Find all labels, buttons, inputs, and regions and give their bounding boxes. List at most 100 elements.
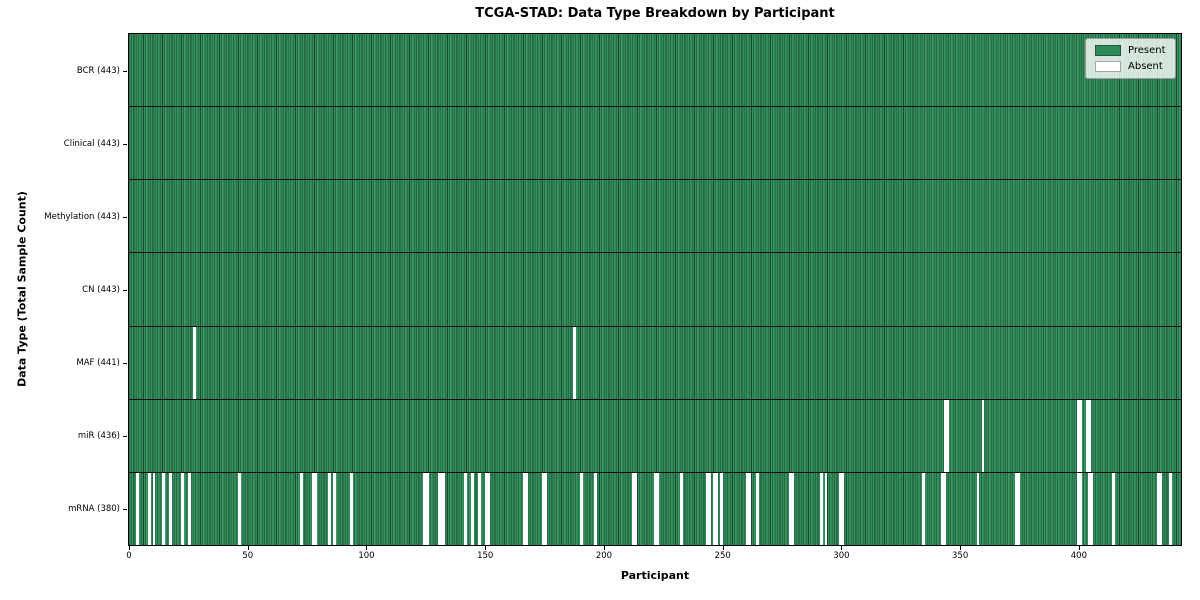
absent-stripe <box>713 472 716 545</box>
absent-stripe <box>425 472 429 545</box>
x-tick-mark <box>247 546 249 550</box>
absent-stripe <box>1169 472 1172 545</box>
absent-stripe <box>839 472 842 545</box>
absent-stripe <box>755 472 759 545</box>
row-mRNA <box>129 472 1181 545</box>
absent-stripe <box>1078 472 1082 545</box>
x-tick-mark <box>603 546 605 550</box>
absent-stripe <box>440 472 443 545</box>
row-Clinical <box>129 107 1181 181</box>
absent-stripe <box>573 326 576 399</box>
absent-stripe <box>941 472 944 545</box>
y-tick-mark <box>123 362 127 364</box>
absent-stripe <box>720 472 723 545</box>
absent-stripe <box>594 472 598 545</box>
absent-stripe <box>193 326 196 399</box>
absent-stripe <box>632 472 636 545</box>
absent-stripe <box>314 472 317 545</box>
absent-stripe <box>328 472 332 545</box>
plot-area <box>128 33 1182 546</box>
absent-stripe <box>1088 472 1092 545</box>
row-CN <box>129 253 1181 327</box>
absent-stripe <box>708 472 712 545</box>
y-tick-label-miR: miR (436) <box>77 430 120 441</box>
absent-stripe <box>656 472 659 545</box>
absent-stripe <box>152 472 156 545</box>
x-tick-mark <box>841 546 843 550</box>
y-tick-mark <box>123 70 127 72</box>
absent-stripe <box>1090 472 1094 545</box>
absent-stripe <box>820 472 823 545</box>
absent-stripe <box>1088 399 1092 472</box>
absent-stripe <box>943 472 947 545</box>
y-tick-label-CN: CN (443) <box>82 284 120 295</box>
y-tick-mark <box>123 435 127 437</box>
x-tick-label-50: 50 <box>242 551 254 561</box>
absent-stripe <box>525 472 529 545</box>
absent-stripe <box>487 472 491 545</box>
absent-stripe <box>470 472 474 545</box>
x-tick-mark <box>129 546 130 550</box>
absent-stripe <box>437 472 441 545</box>
x-tick-mark <box>366 546 368 550</box>
absent-stripe <box>181 472 184 545</box>
absent-stripe <box>1014 472 1018 545</box>
x-tick-label-0: 0 <box>126 551 132 561</box>
absent-stripe <box>748 472 752 545</box>
absent-stripe <box>1086 399 1089 472</box>
y-tick-mark <box>123 289 127 291</box>
x-tick-label-250: 250 <box>714 551 731 561</box>
absent-stripe <box>442 472 446 545</box>
absent-stripe <box>299 472 303 545</box>
y-tick-mark <box>123 216 127 218</box>
absent-stripe <box>349 472 353 545</box>
y-tick-label-BCR: BCR (443) <box>76 65 120 76</box>
legend: Present Absent <box>1085 38 1176 79</box>
absent-stripe <box>679 472 683 545</box>
absent-stripe <box>824 472 828 545</box>
absent-stripe <box>841 472 845 545</box>
absent-stripe <box>789 472 792 545</box>
x-tick-mark <box>722 546 724 550</box>
absent-stripe <box>478 472 481 545</box>
absent-stripe <box>653 472 657 545</box>
absent-stripe <box>162 472 165 545</box>
absent-stripe <box>238 472 241 545</box>
row-Methylation <box>129 180 1181 254</box>
absent-stripe <box>706 472 709 545</box>
absent-stripe <box>147 472 151 545</box>
absent-stripe <box>1078 399 1082 472</box>
x-tick-label-350: 350 <box>952 551 969 561</box>
x-tick-label-100: 100 <box>358 551 375 561</box>
y-tick-label-MAF: MAF (441) <box>76 357 120 368</box>
x-tick-label-300: 300 <box>833 551 850 561</box>
y-tick-label-Clinical: Clinical (443) <box>63 138 120 149</box>
absent-stripe <box>1157 472 1160 545</box>
absent-stripe <box>943 399 947 472</box>
x-tick-mark <box>960 546 962 550</box>
absent-stripe <box>976 472 980 545</box>
y-tick-label-Methylation: Methylation (443) <box>44 211 120 222</box>
absent-stripe <box>169 472 173 545</box>
row-BCR <box>129 34 1181 108</box>
absent-stripe <box>922 472 925 545</box>
absent-stripe <box>634 472 638 545</box>
absent-stripe <box>981 399 985 472</box>
legend-label: Absent <box>1128 61 1163 72</box>
legend-swatch-absent <box>1095 61 1121 72</box>
legend-item-present: Present <box>1095 45 1166 56</box>
absent-stripe <box>1159 472 1163 545</box>
absent-stripe <box>333 472 336 545</box>
row-miR <box>129 399 1181 473</box>
absent-stripe <box>188 472 192 545</box>
absent-stripe <box>311 472 315 545</box>
absent-stripe <box>463 472 467 545</box>
absent-stripe <box>1076 399 1080 472</box>
absent-stripe <box>423 472 427 545</box>
y-tick-mark <box>123 143 127 145</box>
chart-title: TCGA-STAD: Data Type Breakdown by Partic… <box>475 6 835 21</box>
absent-stripe <box>136 472 139 545</box>
x-tick-mark <box>1078 546 1080 550</box>
absent-stripe <box>1017 472 1020 545</box>
